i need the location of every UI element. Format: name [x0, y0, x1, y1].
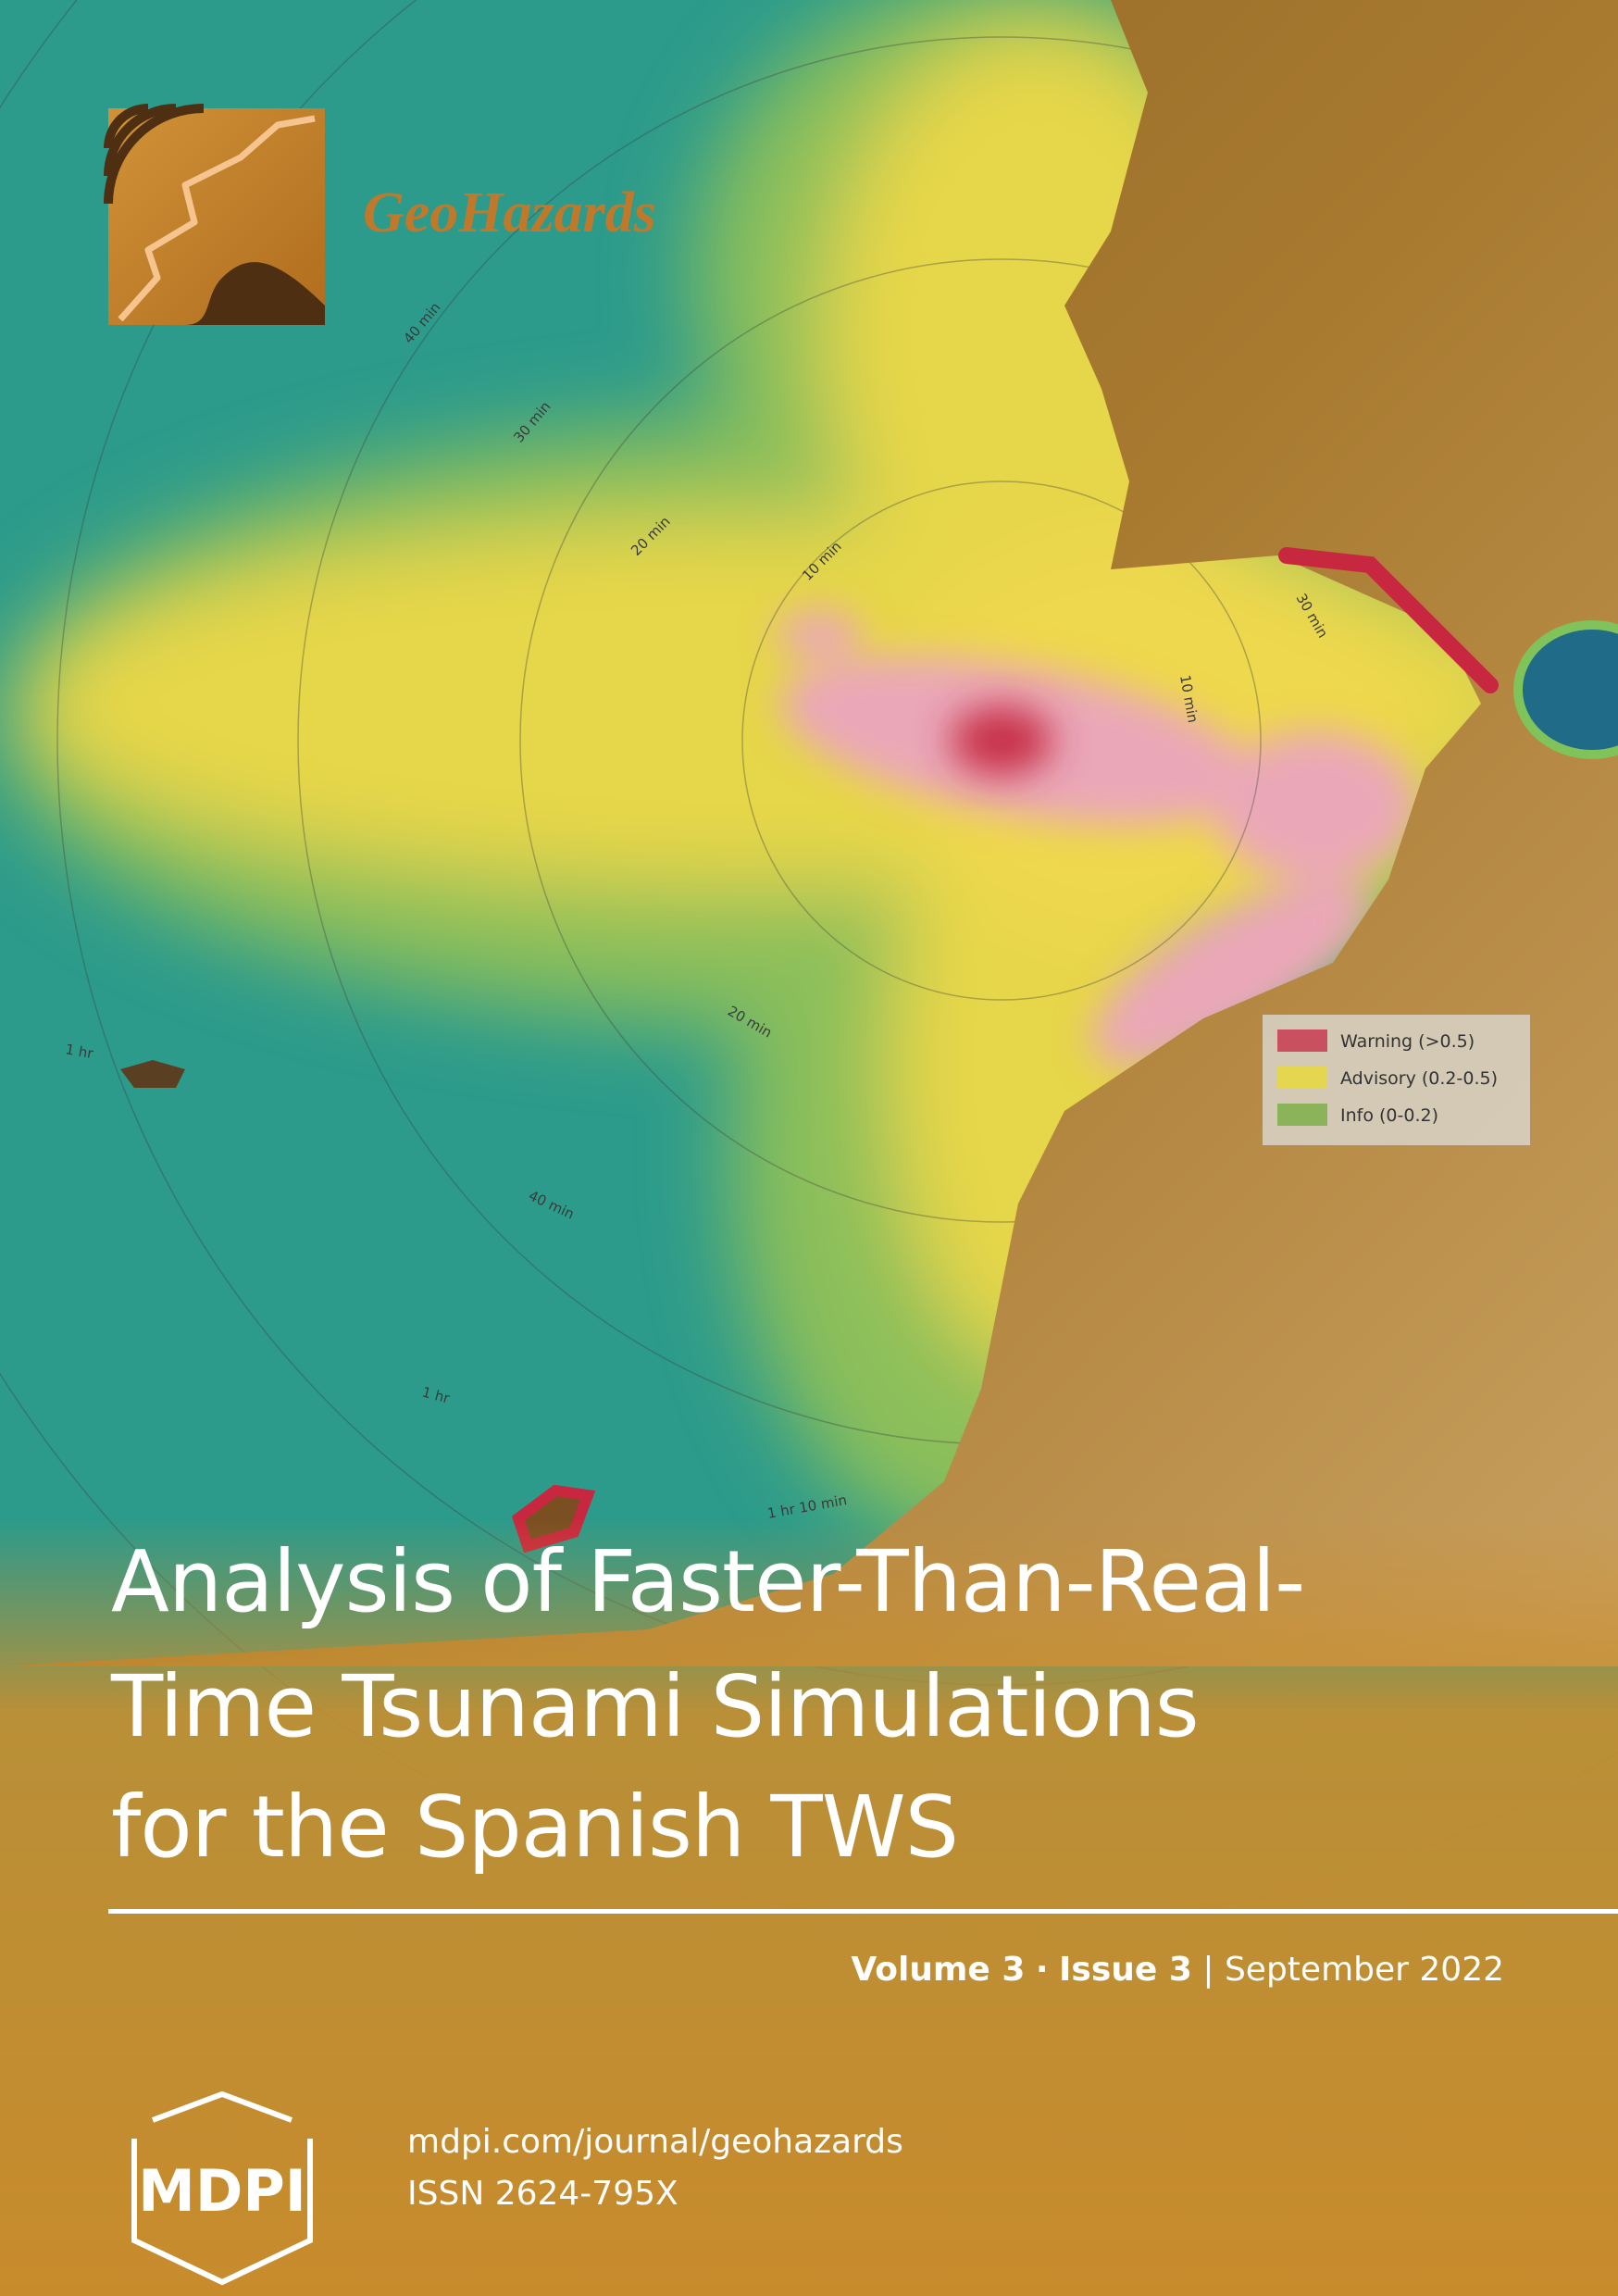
separator: ·	[1036, 1951, 1049, 1989]
contour-label: 1 hr	[64, 1041, 94, 1062]
issn: ISSN 2624-795X	[407, 2175, 678, 2213]
legend-swatch	[1277, 1029, 1327, 1052]
publisher: MDPI	[138, 2157, 306, 2225]
island	[120, 1060, 185, 1088]
issue: Issue 3	[1059, 1951, 1192, 1989]
journal-name: GeoHazards	[363, 181, 656, 244]
legend: Warning (>0.5) Advisory (0.2-0.5) Info (…	[1263, 1015, 1530, 1145]
volume: Volume 3	[851, 1951, 1025, 1989]
bottom-band	[0, 1518, 1618, 2296]
date: September 2022	[1225, 1951, 1504, 1989]
legend-swatch	[1277, 1067, 1327, 1089]
divider: |	[1202, 1951, 1214, 1989]
issue-line: Volume 3 · Issue 3 | September 2022	[851, 1951, 1504, 1989]
sea-east	[1513, 620, 1618, 759]
title-line: Analysis of Faster-Than-Real-	[111, 1532, 1304, 1631]
journal-logo	[104, 104, 325, 325]
title-line: Time Tsunami Simulations	[110, 1657, 1199, 1756]
warning-coast	[1278, 547, 1499, 693]
journal-url: mdpi.com/journal/geohazards	[407, 2123, 903, 2161]
legend-label: Advisory (0.2-0.5)	[1340, 1068, 1498, 1089]
rule	[108, 1909, 1618, 1914]
legend-swatch	[1277, 1104, 1327, 1126]
legend-label: Warning (>0.5)	[1340, 1031, 1475, 1052]
legend-label: Info (0-0.2)	[1340, 1105, 1438, 1126]
publisher-logo: MDPI	[131, 2090, 313, 2286]
title-line: for the Spanish TWS	[111, 1778, 958, 1877]
land	[0, 0, 1618, 1666]
source-core	[951, 705, 1052, 776]
